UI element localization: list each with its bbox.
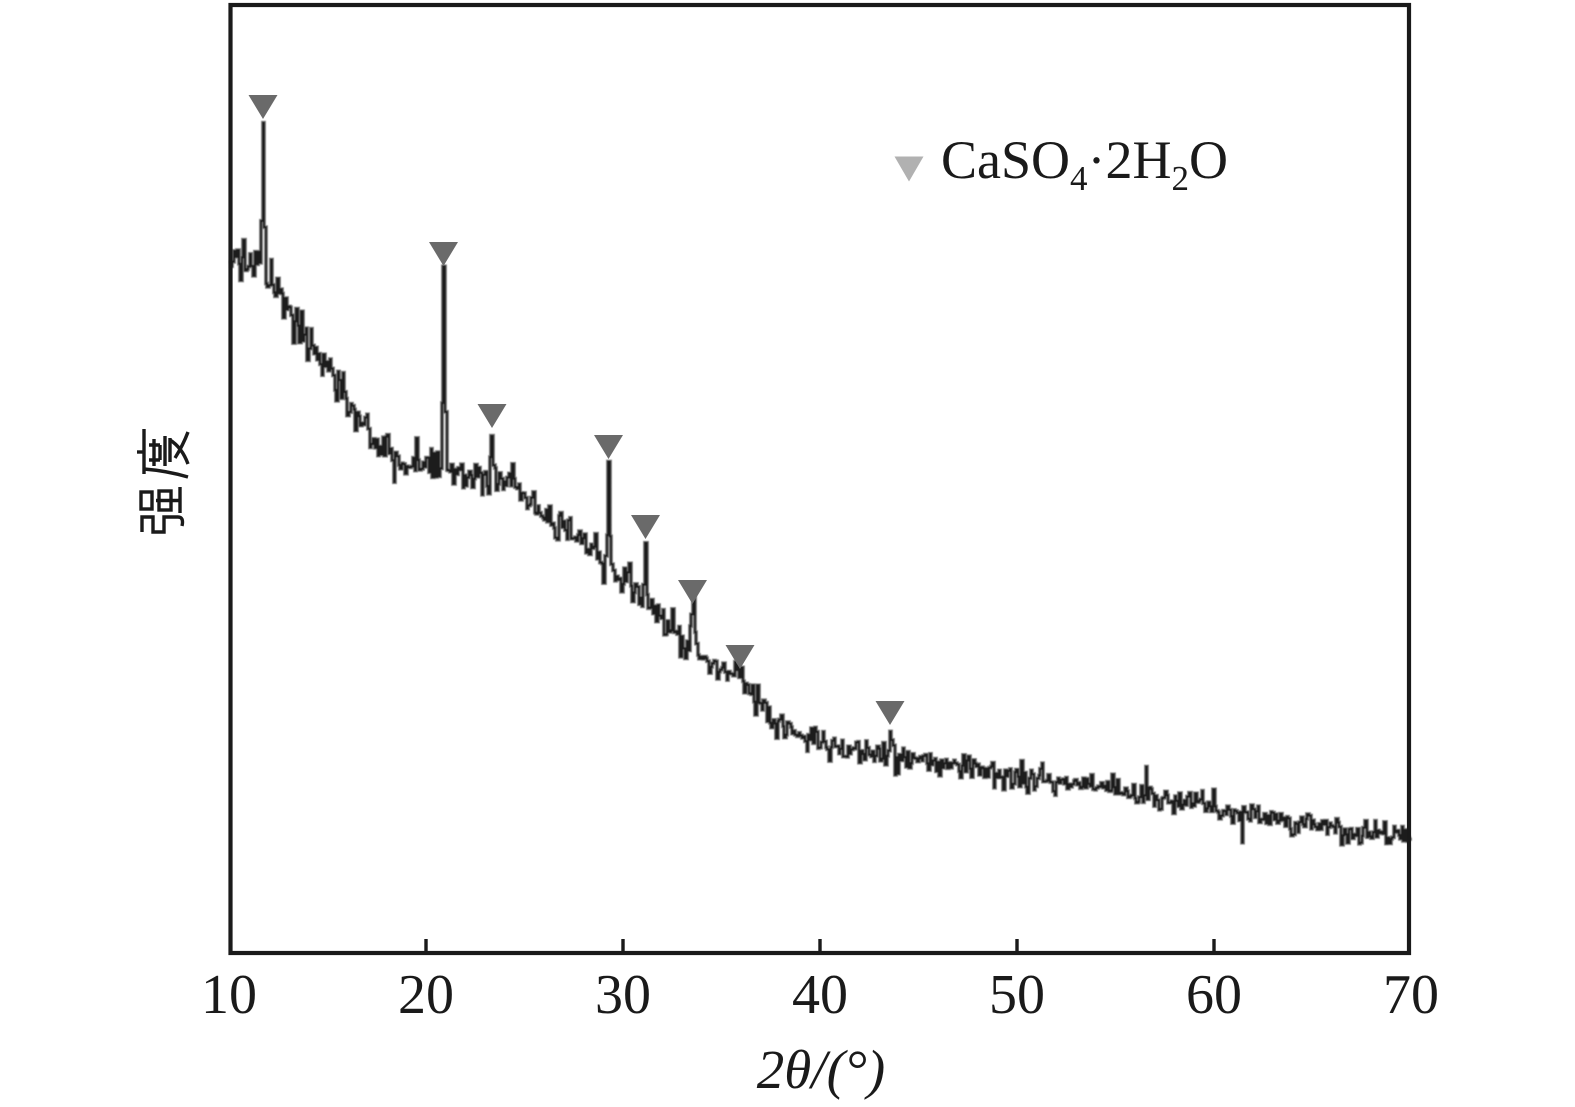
svg-text:20: 20 [398, 964, 454, 1026]
svg-text:70: 70 [1383, 964, 1439, 1026]
svg-text:40: 40 [792, 964, 848, 1026]
svg-text:10: 10 [201, 964, 257, 1026]
svg-text:30: 30 [595, 964, 651, 1026]
svg-text:50: 50 [989, 964, 1045, 1026]
svg-text:60: 60 [1186, 964, 1242, 1026]
svg-text:2θ/(°): 2θ/(°) [757, 1039, 885, 1100]
